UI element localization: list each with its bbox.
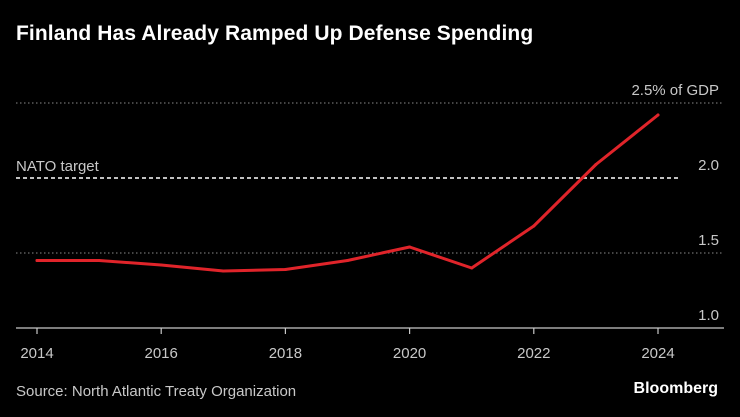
data-point [221, 269, 225, 273]
y-tick-label: 2.0 [698, 157, 719, 174]
nato-target-label: NATO target [16, 158, 100, 175]
x-tick-label: 2024 [641, 345, 674, 362]
x-tick-label: 2018 [269, 345, 302, 362]
data-point [283, 268, 287, 271]
y-tick-label: 1.0 [698, 307, 719, 324]
series-line-0 [35, 113, 660, 273]
y-tick-label: 2.5% of GDP [631, 82, 719, 99]
data-point [470, 266, 474, 270]
data-point [656, 113, 660, 117]
data-point [408, 245, 412, 249]
x-tick-label: 2016 [145, 345, 178, 362]
data-point [346, 259, 349, 262]
source-note: Source: North Atlantic Treaty Organizati… [16, 383, 297, 400]
chart-title: Finland Has Already Ramped Up Defense Sp… [16, 22, 534, 45]
bloomberg-logo: Bloomberg [633, 380, 718, 397]
x-tick-label: 2014 [20, 345, 53, 362]
data-point [97, 259, 101, 262]
x-tick-label: 2022 [517, 345, 550, 362]
data-point [532, 224, 536, 228]
data-point [35, 259, 39, 262]
x-tick-label: 2020 [393, 345, 426, 362]
data-point [159, 263, 163, 267]
data-point [594, 163, 598, 166]
y-tick-label: 1.5 [698, 232, 719, 249]
